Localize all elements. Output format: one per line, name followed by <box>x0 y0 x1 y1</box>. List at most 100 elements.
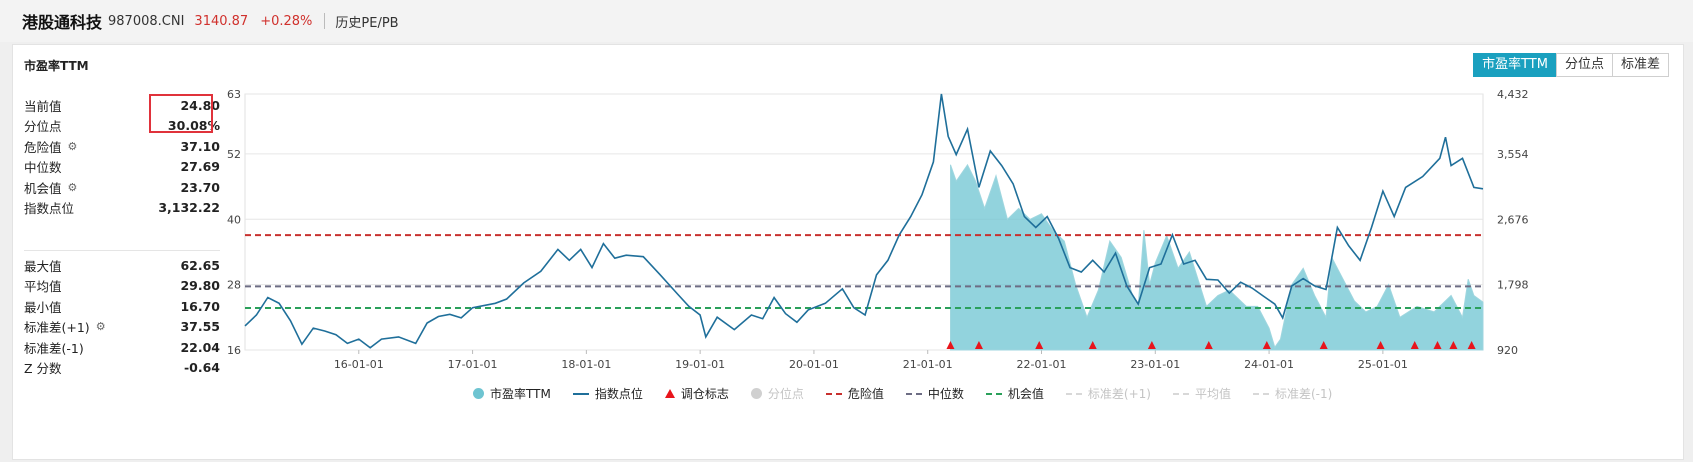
x-tick-label: 25-01-01 <box>1358 358 1408 371</box>
y-right-tick-label: 4,432 <box>1497 88 1529 101</box>
stat-value: -0.64 <box>183 360 220 376</box>
legend-dot-icon <box>750 388 762 399</box>
index-price: 3140.87 <box>194 13 249 29</box>
pe-chart[interactable]: 16 920 28 1,798 40 2,676 52 3,554 63 4,432 16-01-0… <box>13 45 1683 375</box>
highlight-box <box>149 94 213 133</box>
tab-std-dev[interactable]: 标准差 <box>1611 53 1669 77</box>
rebalance-marker <box>1147 341 1156 349</box>
stat-label: Z 分数 <box>24 361 62 377</box>
x-tick-label: 21-01-01 <box>903 358 953 371</box>
stat-label: 当前值 <box>24 98 62 114</box>
rebalance-marker <box>1204 341 1213 349</box>
gear-icon[interactable]: ⚙ <box>67 180 78 194</box>
triangle-icon <box>664 389 675 398</box>
y-right-tick-label: 920 <box>1497 344 1518 357</box>
stat-label: 标准差(+1) <box>24 320 90 336</box>
stat-label: 平均值 <box>24 279 62 295</box>
gear-icon[interactable]: ⚙ <box>95 320 106 334</box>
y-left-tick-label: 63 <box>227 88 241 101</box>
legend-rebalance[interactable]: 调仓标志 <box>664 385 729 402</box>
legend-std-plus[interactable]: 标准差(+1) <box>1065 385 1151 402</box>
rebalance-marker <box>1433 341 1442 349</box>
stat-opportunity: 机会值 ⚙ 23.70 <box>24 177 220 198</box>
legend-dash-icon <box>1065 392 1082 395</box>
y-right-tick-label: 3,554 <box>1497 148 1529 161</box>
legend-mean[interactable]: 平均值 <box>1172 385 1231 402</box>
stat-value: 23.70 <box>180 179 220 195</box>
stat-value: 29.80 <box>180 278 220 294</box>
legend-index-level[interactable]: 指数点位 <box>572 385 643 402</box>
x-tick-label: 23-01-01 <box>1130 358 1180 371</box>
stat-z-score: Z 分数 -0.64 <box>24 358 220 379</box>
header-bar: 港股通科技 987008.CNI 3140.87 +0.28% 历史PE/PB <box>0 0 1693 42</box>
legend-dash-icon <box>825 392 842 395</box>
rebalance-marker <box>1449 341 1458 349</box>
stat-label: 中位数 <box>24 160 62 176</box>
index-name: 港股通科技 <box>22 13 103 32</box>
chart-legend: 市盈率TTM 指数点位 调仓标志 分位点 危险值 中位数 机会值 标准差(+1)… <box>473 385 1354 402</box>
index-code: 987008.CNI <box>108 13 185 29</box>
stat-value: 27.69 <box>180 159 220 175</box>
rebalance-marker <box>1376 341 1385 349</box>
rebalance-marker <box>1467 341 1476 349</box>
stat-index-level: 指数点位 3,132.22 <box>24 198 220 219</box>
legend-dash-icon <box>905 392 922 395</box>
rebalance-marker <box>1262 341 1271 349</box>
legend-dash-icon <box>1252 392 1269 395</box>
legend-opportunity[interactable]: 机会值 <box>985 385 1044 402</box>
gear-icon[interactable]: ⚙ <box>67 139 78 153</box>
stat-value: 16.70 <box>180 298 220 314</box>
stat-value: 22.04 <box>180 339 220 355</box>
stat-median: 中位数 27.69 <box>24 157 220 178</box>
stat-label: 指数点位 <box>24 201 75 217</box>
stat-min: 最小值 16.70 <box>24 296 220 317</box>
stat-max: 最大值 62.65 <box>24 255 220 276</box>
y-left-tick-label: 16 <box>227 344 241 357</box>
rebalance-marker <box>946 341 955 349</box>
x-tick-label: 19-01-01 <box>675 358 725 371</box>
legend-percentile[interactable]: 分位点 <box>750 385 804 402</box>
rebalance-marker <box>1319 341 1328 349</box>
valuation-panel: 市盈率TTM 市盈率TTM 分位点 标准差 当前值 24.80 分位点 30.08%… <box>12 44 1684 460</box>
legend-dot-icon <box>473 388 484 399</box>
stat-label: 标准差(-1) <box>24 340 84 356</box>
stat-label: 危险值 <box>24 139 62 155</box>
stat-value: 30.08% <box>167 118 220 134</box>
pe-ttm-area <box>950 163 1484 351</box>
stat-label: 分位点 <box>24 119 62 135</box>
legend-dash-icon <box>985 392 1002 395</box>
stat-current: 当前值 24.80 <box>24 95 220 116</box>
rebalance-marker <box>1035 341 1044 349</box>
stat-danger: 危险值 ⚙ 37.10 <box>24 136 220 157</box>
stat-label: 最大值 <box>24 258 62 274</box>
y-right-tick-label: 1,798 <box>1497 279 1529 292</box>
stat-value: 37.10 <box>180 138 220 154</box>
legend-pe-ttm[interactable]: 市盈率TTM <box>473 385 551 402</box>
stat-mean: 平均值 29.80 <box>24 276 220 297</box>
legend-dash-icon <box>1172 392 1189 395</box>
index-level-line <box>244 93 1484 349</box>
stat-std-plus: 标准差(+1) ⚙ 37.55 <box>24 317 220 338</box>
panel-title: 市盈率TTM <box>24 59 89 73</box>
x-tick-label: 17-01-01 <box>448 358 498 371</box>
legend-std-minus[interactable]: 标准差(-1) <box>1252 385 1332 402</box>
y-left-tick-label: 40 <box>227 213 241 226</box>
stat-label: 最小值 <box>24 299 62 315</box>
history-pe-pb-link[interactable]: 历史PE/PB <box>335 15 399 31</box>
header-divider <box>324 13 326 29</box>
stats-bottom: 最大值 62.65 平均值 29.80 最小值 16.70 标准差(+1) ⚙ 37.55… <box>24 250 220 378</box>
x-tick-label: 24-01-01 <box>1244 358 1294 371</box>
stats-top: 当前值 24.80 分位点 30.08% 危险值 ⚙ 37.10 中位数 27.69 机会… <box>24 95 220 218</box>
index-change: +0.28% <box>260 13 313 29</box>
legend-danger[interactable]: 危险值 <box>825 385 884 402</box>
stat-value: 3,132.22 <box>158 200 220 216</box>
stat-value: 37.55 <box>180 319 220 335</box>
stat-value: 24.80 <box>180 97 220 113</box>
x-tick-label: 18-01-01 <box>561 358 611 371</box>
x-tick-label: 20-01-01 <box>789 358 839 371</box>
legend-median[interactable]: 中位数 <box>905 385 964 402</box>
x-tick-label: 16-01-01 <box>334 358 384 371</box>
x-tick-label: 22-01-01 <box>1017 358 1067 371</box>
rebalance-marker <box>974 341 983 349</box>
rebalance-marker <box>1088 341 1097 349</box>
